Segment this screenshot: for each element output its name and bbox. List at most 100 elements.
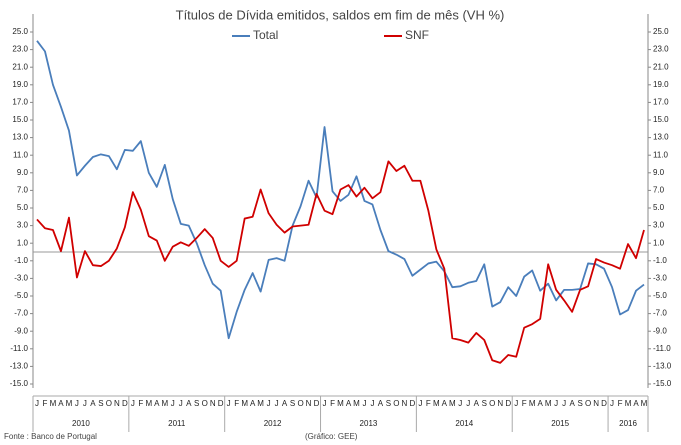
y-tick-label: 1.0: [17, 238, 29, 247]
y2-tick-label: -9.0: [653, 326, 667, 335]
x-tick-label: F: [426, 399, 431, 408]
x-tick-label: M: [545, 399, 552, 408]
chart-title: Títulos de Dívida emitidos, saldos em fi…: [176, 7, 505, 22]
x-tick-label: J: [562, 399, 566, 408]
y-tick-label: -13.0: [10, 362, 29, 371]
x-tick-label: J: [514, 399, 518, 408]
y-tick-label: -1.0: [14, 256, 28, 265]
y-tick-label: 25.0: [12, 27, 28, 36]
y2-tick-label: -5.0: [653, 291, 667, 300]
x-tick-label: S: [194, 399, 199, 408]
x-tick-label: A: [250, 399, 256, 408]
y2-tick-label: 13.0: [653, 133, 669, 142]
x-tick-label: F: [138, 399, 143, 408]
x-tick-label: A: [538, 399, 544, 408]
y2-tick-label: 19.0: [653, 80, 669, 89]
y2-tick-label: -13.0: [653, 362, 672, 371]
x-tick-label: J: [131, 399, 135, 408]
x-tick-label: A: [569, 399, 575, 408]
y-tick-label: 15.0: [12, 115, 28, 124]
series-line: [36, 160, 645, 364]
y2-tick-label: 15.0: [653, 115, 669, 124]
x-tick-label: O: [297, 399, 303, 408]
x-tick-label: A: [282, 399, 288, 408]
y-tick-label: 11.0: [13, 150, 29, 159]
x-tick-label: M: [50, 399, 57, 408]
y-tick-label: -5.0: [14, 291, 28, 300]
x-tick-label: M: [625, 399, 632, 408]
credit: (Gráfico: GEE): [305, 432, 358, 441]
x-tick-label: J: [83, 399, 87, 408]
y2-tick-label: 21.0: [653, 62, 669, 71]
x-tick-label: J: [323, 399, 327, 408]
x-tick-label: F: [43, 399, 48, 408]
x-tick-label: M: [529, 399, 536, 408]
legend-label: Total: [253, 28, 278, 42]
x-tick-label: D: [505, 399, 511, 408]
year-label: 2011: [168, 419, 186, 428]
y-tick-label: 21.0: [12, 62, 28, 71]
y-tick-label: 7.0: [17, 186, 29, 195]
x-tick-label: O: [106, 399, 112, 408]
y2-tick-label: -7.0: [653, 309, 667, 318]
y2-tick-label: -3.0: [653, 274, 667, 283]
y2-tick-label: 17.0: [653, 98, 669, 107]
x-tick-label: J: [275, 399, 279, 408]
x-tick-label: J: [458, 399, 462, 408]
x-tick-label: M: [337, 399, 344, 408]
y2-tick-label: 1.0: [653, 238, 665, 247]
x-tick-label: M: [353, 399, 360, 408]
series-line: [36, 40, 645, 340]
x-tick-label: O: [585, 399, 591, 408]
x-tick-label: J: [171, 399, 175, 408]
x-tick-label: D: [601, 399, 607, 408]
y2-tick-label: 11.0: [653, 150, 669, 159]
x-tick-label: J: [610, 399, 614, 408]
x-tick-label: N: [593, 399, 599, 408]
x-tick-label: O: [393, 399, 399, 408]
y-tick-label: 3.0: [17, 221, 29, 230]
y-tick-label: 19.0: [12, 80, 28, 89]
x-tick-label: A: [442, 399, 448, 408]
legend-label: SNF: [405, 28, 429, 42]
x-tick-label: A: [90, 399, 96, 408]
x-tick-label: J: [370, 399, 374, 408]
x-tick-label: S: [577, 399, 582, 408]
x-tick-label: A: [346, 399, 352, 408]
x-tick-label: J: [554, 399, 558, 408]
x-tick-label: S: [386, 399, 391, 408]
x-tick-label: A: [474, 399, 480, 408]
year-label: 2015: [551, 419, 569, 428]
x-tick-label: M: [449, 399, 456, 408]
x-tick-label: S: [98, 399, 103, 408]
x-tick-label: A: [633, 399, 639, 408]
year-label: 2012: [264, 419, 282, 428]
x-tick-label: N: [402, 399, 408, 408]
y2-tick-label: 25.0: [653, 27, 669, 36]
y2-tick-label: -11.0: [653, 344, 671, 353]
y2-tick-label: 7.0: [653, 186, 665, 195]
x-tick-label: M: [145, 399, 152, 408]
x-tick-label: F: [234, 399, 239, 408]
y2-tick-label: 3.0: [653, 221, 665, 230]
x-tick-label: M: [641, 399, 648, 408]
x-tick-label: O: [202, 399, 208, 408]
x-tick-label: F: [330, 399, 335, 408]
x-tick-label: N: [210, 399, 216, 408]
x-tick-label: O: [489, 399, 495, 408]
x-tick-label: M: [161, 399, 168, 408]
x-tick-label: A: [186, 399, 192, 408]
year-label: 2014: [455, 419, 473, 428]
y-tick-label: 5.0: [17, 203, 29, 212]
y2-tick-label: 5.0: [653, 203, 665, 212]
x-tick-label: N: [114, 399, 120, 408]
x-tick-label: M: [257, 399, 264, 408]
y2-tick-label: 9.0: [653, 168, 665, 177]
x-tick-label: M: [433, 399, 440, 408]
x-tick-label: S: [482, 399, 487, 408]
x-tick-label: A: [154, 399, 160, 408]
y-tick-label: 9.0: [17, 168, 29, 177]
source: Fonte : Banco de Portugal: [4, 432, 97, 441]
y-tick-label: -15.0: [10, 379, 29, 388]
